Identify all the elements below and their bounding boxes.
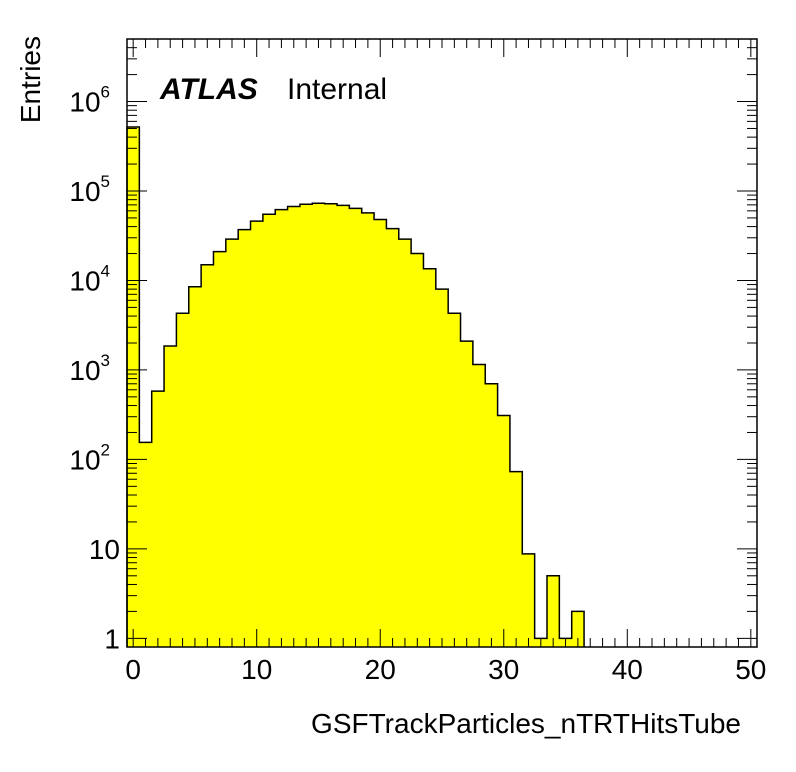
y-tick-label: 102	[69, 440, 110, 475]
histogram-bar	[374, 219, 387, 647]
histogram-bar	[460, 341, 474, 647]
y-tick-label: 10	[89, 534, 120, 565]
histogram-bar	[361, 212, 375, 648]
histogram-bar	[448, 313, 461, 647]
histogram-bar	[275, 209, 288, 647]
histogram-bar	[188, 286, 202, 647]
atlas-label: ATLAS	[159, 73, 258, 106]
y-axis-label: Entries	[15, 36, 46, 123]
internal-label: Internal	[287, 73, 387, 106]
histogram-bar	[250, 221, 264, 647]
histogram-bar	[472, 364, 486, 647]
histogram-bar	[398, 239, 412, 647]
histogram-bar	[386, 228, 400, 647]
x-tick-label: 10	[241, 654, 272, 685]
histogram-bar	[509, 471, 523, 647]
histogram-outline	[126, 126, 585, 647]
histogram-bar	[213, 251, 227, 647]
histogram-bar	[127, 126, 140, 647]
x-axis-label: GSFTrackParticles_nTRTHitsTube	[311, 708, 741, 739]
histogram-bar	[337, 205, 350, 647]
histogram-bar	[312, 203, 326, 647]
histogram-bar	[435, 289, 449, 647]
x-tick-label: 40	[612, 654, 643, 685]
histogram-bar	[349, 208, 363, 647]
histogram-bar	[164, 346, 177, 647]
histogram-bar	[411, 253, 424, 647]
histogram-bar	[225, 239, 239, 647]
y-tick-label: 106	[69, 83, 110, 118]
histogram-bars	[127, 126, 585, 648]
x-axis-ticks: 0 10 20 30 40 50	[125, 39, 766, 685]
histogram-bar	[497, 415, 511, 647]
histogram-bar	[262, 214, 276, 647]
histogram-bar	[485, 383, 498, 647]
y-tick-label: 105	[69, 172, 110, 207]
histogram-bar	[139, 442, 153, 647]
histogram-bar	[423, 268, 437, 647]
x-tick-label: 20	[365, 654, 396, 685]
histogram-bar	[201, 264, 214, 647]
histogram-bar	[522, 553, 536, 647]
histogram-bar	[299, 204, 313, 647]
histogram-bar	[324, 203, 338, 647]
x-tick-label: 0	[125, 654, 141, 685]
y-tick-label: 103	[69, 351, 110, 386]
x-tick-label: 50	[735, 654, 766, 685]
y-tick-label: 104	[69, 261, 110, 296]
y-axis-ticks: 1 10 102 103 104 105 106	[69, 38, 757, 654]
histogram-bar	[151, 391, 165, 647]
y-tick-label: 1	[104, 623, 120, 654]
histogram-bar	[238, 229, 251, 647]
histogram-bar	[287, 206, 301, 648]
histogram-bar	[176, 313, 190, 647]
x-tick-label: 30	[488, 654, 519, 685]
histogram-bar	[571, 611, 585, 647]
histogram-bar	[547, 575, 560, 647]
